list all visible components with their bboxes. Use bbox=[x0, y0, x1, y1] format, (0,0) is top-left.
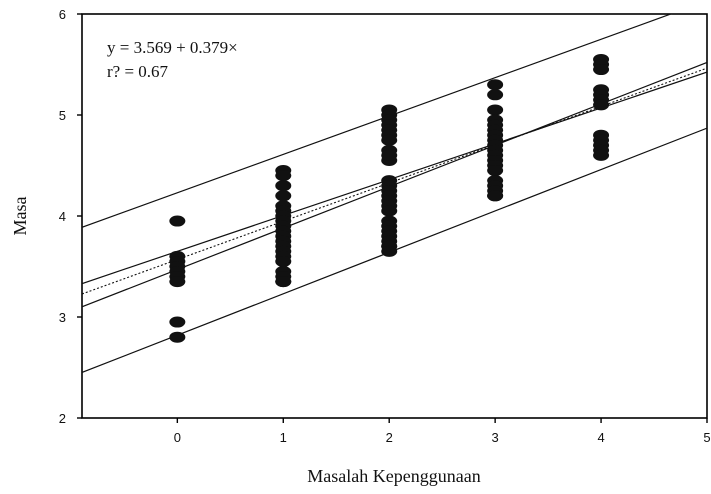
data-point bbox=[275, 170, 292, 182]
data-point bbox=[169, 331, 186, 343]
r-squared-annotation: r? = 0.67 bbox=[107, 62, 169, 81]
data-point bbox=[275, 190, 292, 202]
data-point bbox=[169, 316, 186, 328]
data-point bbox=[487, 104, 504, 116]
data-point bbox=[275, 255, 292, 267]
x-tick-label: 1 bbox=[280, 430, 287, 445]
y-tick-label: 2 bbox=[59, 411, 66, 426]
x-tick-label: 3 bbox=[492, 430, 499, 445]
data-point bbox=[487, 165, 504, 177]
y-axis-label: Masa bbox=[10, 197, 30, 236]
data-point bbox=[487, 79, 504, 91]
data-point bbox=[275, 180, 292, 192]
y-tick-label: 5 bbox=[59, 108, 66, 123]
data-point bbox=[381, 149, 398, 161]
x-tick-label: 0 bbox=[174, 430, 181, 445]
x-tick-label: 2 bbox=[386, 430, 393, 445]
data-point bbox=[593, 149, 610, 161]
data-point bbox=[381, 245, 398, 257]
data-points bbox=[169, 53, 610, 343]
x-tick-label: 4 bbox=[597, 430, 604, 445]
data-point bbox=[275, 276, 292, 288]
axis-ticks: 0 1 2 3 4 5 2 3 4 5 6 bbox=[59, 7, 711, 445]
data-point bbox=[487, 89, 504, 101]
data-point bbox=[593, 64, 610, 76]
data-point bbox=[381, 205, 398, 217]
y-tick-label: 6 bbox=[59, 7, 66, 22]
y-tick-label: 3 bbox=[59, 310, 66, 325]
data-point bbox=[169, 276, 186, 288]
data-point bbox=[169, 215, 186, 227]
equation-annotation: y = 3.569 + 0.379× bbox=[107, 38, 238, 57]
data-point bbox=[593, 99, 610, 111]
data-point bbox=[487, 190, 504, 202]
x-tick-label: 5 bbox=[703, 430, 710, 445]
data-point bbox=[381, 134, 398, 146]
x-axis-label: Masalah Kepenggunaan bbox=[307, 466, 480, 486]
y-tick-label: 4 bbox=[59, 209, 66, 224]
